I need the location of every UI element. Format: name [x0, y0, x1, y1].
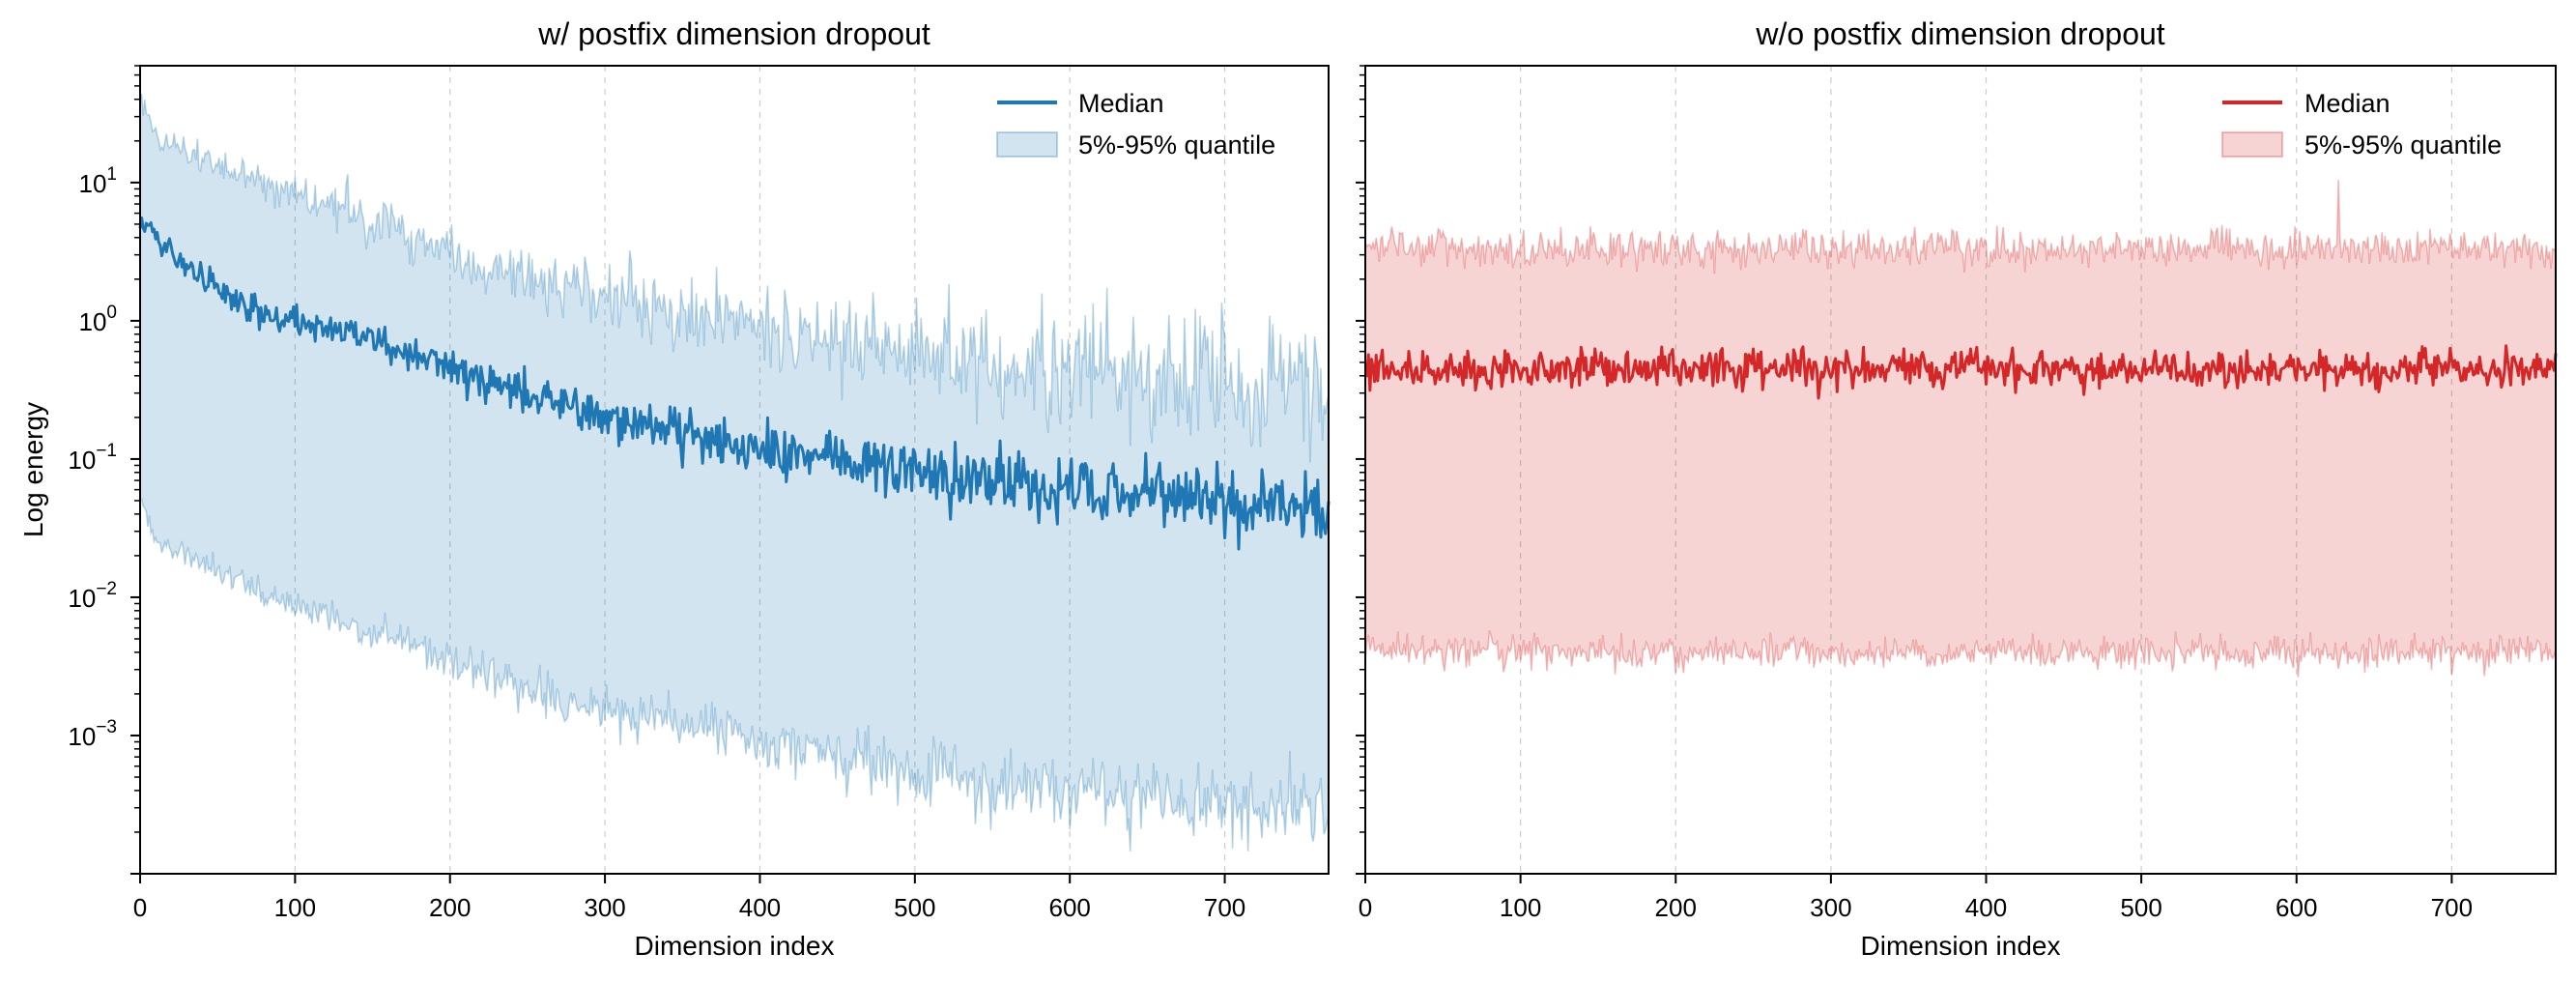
y-tick-label: 10−3 [68, 717, 117, 751]
x-tick-label: 300 [1810, 893, 1851, 922]
left-chart-panel: w/ postfix dimension dropout 0 100 200 300 4… [18, 16, 1331, 961]
left-x-axis-ticks: 0 100 200 300 400 500 600 700 [133, 874, 1245, 922]
x-tick-label: 200 [1655, 893, 1697, 922]
left-median-line [138, 216, 1331, 551]
right-median-line [1363, 344, 2558, 400]
y-tick-label: 100 [79, 303, 118, 336]
right-quantile-band [1364, 179, 2557, 678]
x-tick-label: 500 [2120, 893, 2161, 922]
left-y-axis-ticks: 101 100 10−1 10−2 10−3 [68, 65, 140, 875]
x-tick-label: 0 [133, 893, 147, 922]
x-tick-label: 100 [1500, 893, 1541, 922]
left-x-axis-label: Dimension index [635, 931, 835, 961]
x-tick-label: 700 [2431, 893, 2473, 922]
right-legend-band-swatch [2221, 131, 2283, 158]
x-tick-label: 600 [2275, 893, 2317, 922]
x-tick-label: 700 [1204, 893, 1245, 922]
right-chart-panel: w/o postfix dimension dropout 0 100 200 300… [1356, 16, 2558, 961]
right-legend-band-label: 5%-95% quantile [2304, 130, 2502, 159]
left-y-axis-label: Log energy [18, 402, 48, 537]
x-tick-label: 400 [1965, 893, 2007, 922]
left-chart-grid [294, 66, 1226, 874]
median-line [138, 216, 1331, 551]
x-tick-label: 500 [894, 893, 935, 922]
left-legend: Median 5%-95% quantile [996, 89, 1275, 159]
quantile-lower-edge [1364, 629, 2557, 678]
right-x-axis-label: Dimension index [1861, 931, 2061, 961]
left-chart-title: w/ postfix dimension dropout [537, 16, 930, 51]
right-x-axis-ticks: 0 100 200 300 400 500 600 700 [1359, 874, 2473, 922]
left-plot-frame [139, 65, 1330, 875]
x-tick-label: 100 [274, 893, 316, 922]
quantile-band-fill [140, 94, 1329, 852]
y-tick-label: 10−2 [68, 579, 117, 613]
x-tick-label: 200 [429, 893, 471, 922]
y-tick-label: 10−1 [68, 441, 117, 475]
median-line [1363, 344, 2558, 400]
left-quantile-band [139, 93, 1330, 852]
x-tick-label: 400 [739, 893, 781, 922]
right-chart-grid [1520, 66, 2452, 874]
right-legend-median-label: Median [2304, 89, 2390, 118]
left-legend-band-swatch [996, 131, 1058, 158]
right-legend: Median 5%-95% quantile [2221, 89, 2502, 159]
right-plot-frame [1364, 65, 2557, 875]
quantile-upper-edge [139, 93, 1330, 463]
left-legend-band-label: 5%-95% quantile [1078, 130, 1275, 159]
quantile-upper-edge [1364, 179, 2557, 274]
x-tick-label: 300 [584, 893, 625, 922]
right-y-axis-ticks [1356, 65, 1365, 875]
quantile-band-fill [1365, 179, 2556, 678]
left-legend-median-label: Median [1078, 89, 1164, 118]
right-chart-title: w/o postfix dimension dropout [1755, 16, 2164, 51]
x-tick-label: 600 [1048, 893, 1090, 922]
quantile-lower-edge [139, 498, 1330, 852]
x-tick-label: 0 [1359, 893, 1372, 922]
y-tick-label: 101 [79, 164, 118, 198]
